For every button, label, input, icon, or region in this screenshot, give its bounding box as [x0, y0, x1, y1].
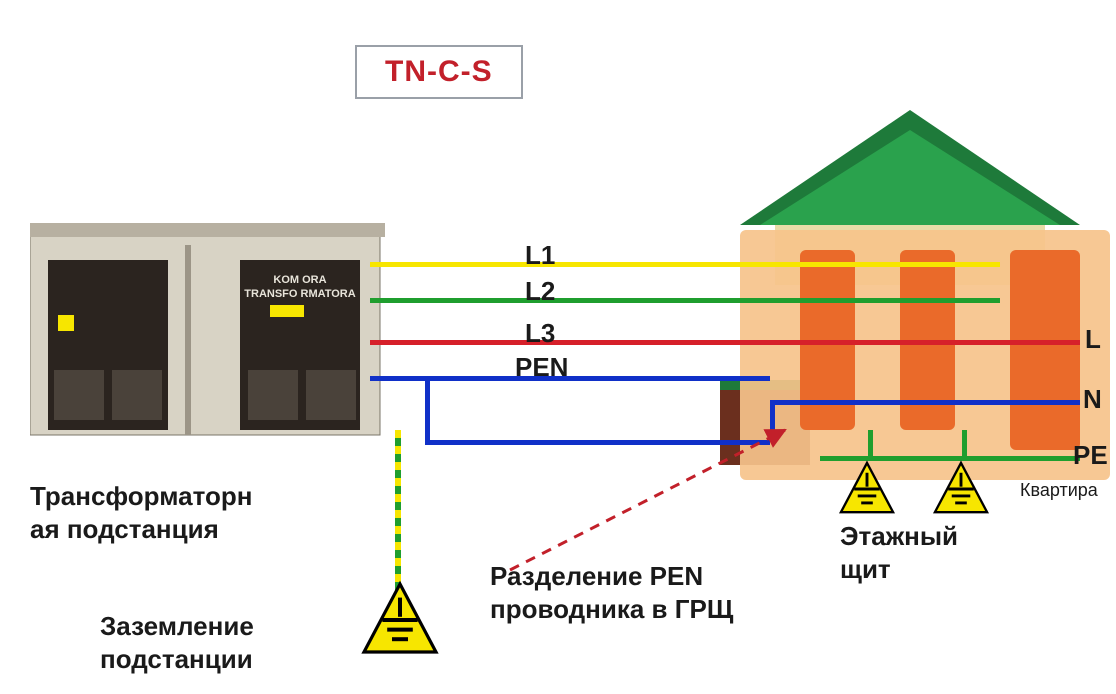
label-pen-split: Разделение PEN проводника в ГРЩ	[490, 560, 733, 625]
label-substation: Трансформаторн ая подстанция	[30, 480, 252, 545]
label-apartment: Квартира	[1020, 480, 1098, 501]
label-floor-panel: Этажный щит	[840, 520, 958, 585]
label-ground-sub: Заземление подстанции	[100, 610, 254, 675]
